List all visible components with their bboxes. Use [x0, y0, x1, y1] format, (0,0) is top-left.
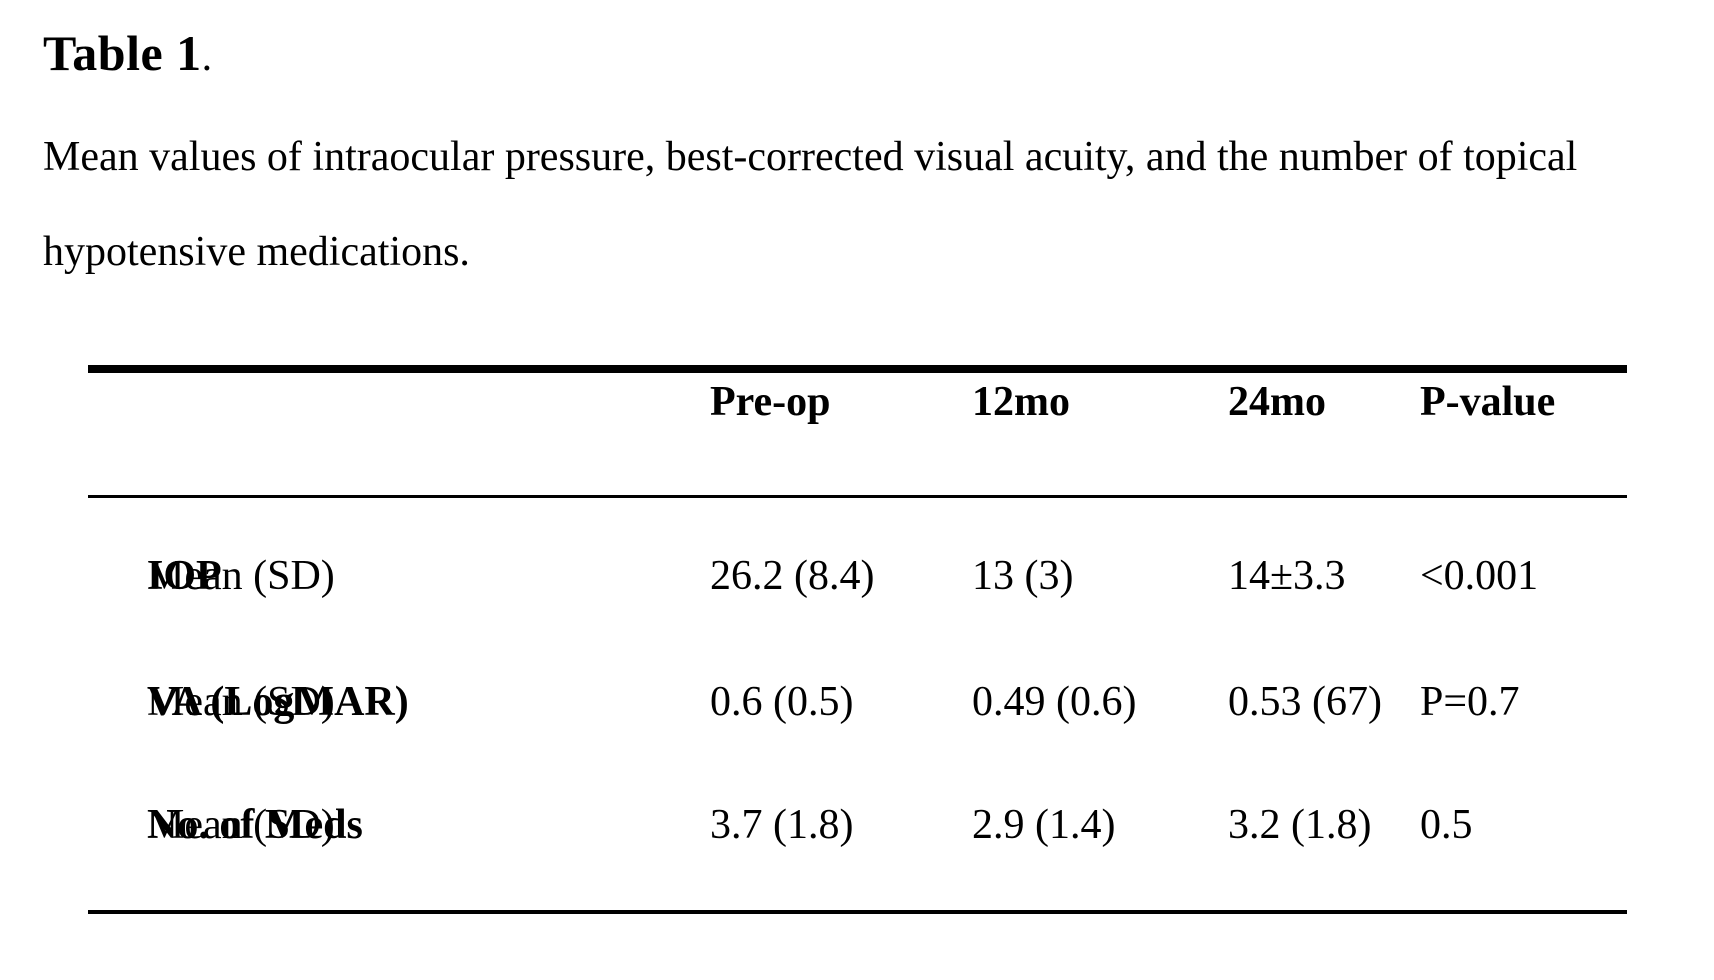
- table-header-rule: [88, 495, 1627, 498]
- header-preop: Pre-op: [710, 379, 831, 425]
- row-label-bold: IOP: [147, 553, 222, 599]
- cell-pvalue: P=0.7: [1420, 679, 1520, 725]
- cell-24mo: 0.53 (67): [1228, 679, 1382, 725]
- cell-preop: 0.6 (0.5): [710, 679, 854, 725]
- table-header-row: Pre-op 12mo 24mo P-value: [0, 381, 1714, 441]
- table-top-rule: [88, 365, 1627, 373]
- table-caption-line-1: Mean values of intraocular pressure, bes…: [43, 134, 1578, 180]
- cell-12mo: 13 (3): [972, 553, 1074, 599]
- cell-pvalue: <0.001: [1420, 553, 1539, 599]
- row-label-bold: VA (LogMAR): [147, 679, 409, 725]
- cell-pvalue: 0.5: [1420, 802, 1473, 848]
- row-label-rest: Mean (SD): [147, 553, 335, 599]
- row-label-rest: Mean (SD): [147, 679, 335, 725]
- table-caption-line-2: hypotensive medications.: [43, 229, 470, 275]
- row-label-bold: No. of Meds: [147, 802, 363, 848]
- header-12mo: 12mo: [972, 379, 1070, 425]
- table-row-meds: No. of Meds Mean (SD) 3.7 (1.8) 2.9 (1.4…: [0, 804, 1714, 864]
- table-title-text: Table 1: [43, 25, 202, 81]
- header-24mo: 24mo: [1228, 379, 1326, 425]
- table-row-iop: IOP Mean (SD) 26.2 (8.4) 13 (3) 14±3.3 <…: [0, 555, 1714, 615]
- header-pvalue: P-value: [1420, 379, 1556, 425]
- table-title-period: .: [201, 34, 213, 80]
- cell-24mo: 14±3.3: [1228, 553, 1346, 599]
- cell-preop: 26.2 (8.4): [710, 553, 875, 599]
- table-title: Table 1.: [43, 28, 213, 78]
- table-row-va: VA (LogMAR) Mean (SD) 0.6 (0.5) 0.49 (0.…: [0, 681, 1714, 741]
- cell-24mo: 3.2 (1.8): [1228, 802, 1372, 848]
- row-label-rest: Mean (SD): [147, 802, 335, 848]
- cell-12mo: 2.9 (1.4): [972, 802, 1116, 848]
- table-bottom-rule: [88, 910, 1627, 914]
- cell-preop: 3.7 (1.8): [710, 802, 854, 848]
- cell-12mo: 0.49 (0.6): [972, 679, 1137, 725]
